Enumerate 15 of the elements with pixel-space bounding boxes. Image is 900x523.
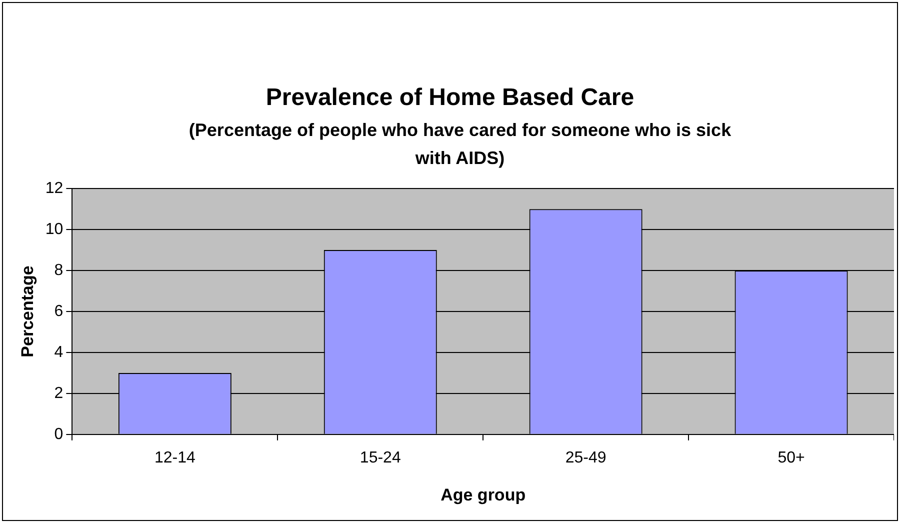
y-tick-label: 2 [54,384,64,402]
x-tick-label: 50+ [778,449,805,466]
y-tick-label: 6 [54,302,64,320]
y-axis-title: Percentage [18,266,37,358]
chart-subtitle: (Percentage of people who have cared for someone who is sick with AIDS) [188,119,732,170]
x-tick-label: 15-24 [360,449,401,466]
y-tick-label: 0 [54,426,64,443]
y-tick-label: 10 [45,220,64,238]
x-axis-title: Age group [440,485,526,504]
chart-title: Prevalence of Home Based Care [264,84,636,112]
y-tick-label: 8 [54,262,64,279]
y-tick-label: 4 [54,344,64,361]
x-tick-label: 12-14 [154,449,196,466]
x-tick-label: 25-49 [565,449,606,466]
y-tick-label: 12 [45,180,64,198]
